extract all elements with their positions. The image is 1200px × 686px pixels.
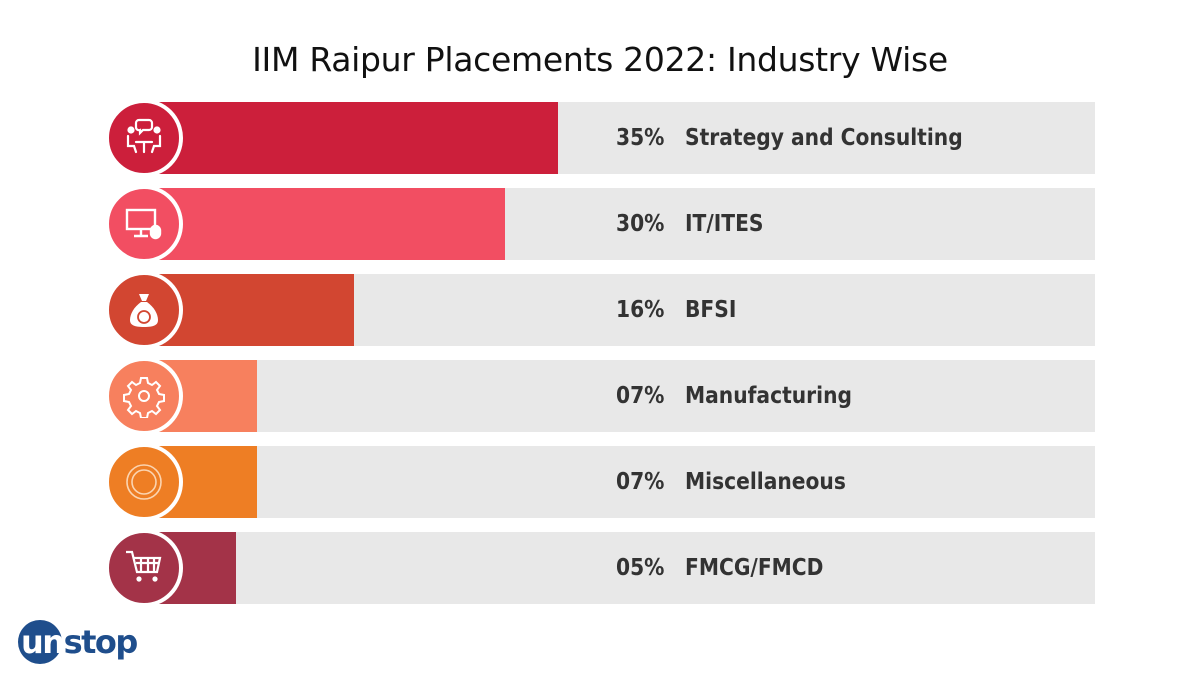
category-label: FMCG/FMCD: [685, 555, 824, 581]
bar: [155, 274, 354, 346]
category-label: IT/ITES: [685, 211, 764, 237]
circle-icon: [126, 464, 162, 500]
data-label: 07%: [616, 469, 665, 495]
chart-title: IIM Raipur Placements 2022: Industry Wis…: [252, 40, 948, 80]
icon-circle: [105, 185, 183, 263]
data-label: 07%: [616, 383, 665, 409]
icon-circle: [105, 443, 183, 521]
icon-circle: [105, 271, 183, 349]
bar: [155, 102, 559, 174]
bar-row: 30% IT/ITES: [105, 185, 1095, 263]
bar-track: [155, 360, 1095, 432]
icon-circle: [105, 529, 183, 607]
logo-text-un: un: [21, 623, 65, 661]
bar-row: 05% FMCG/FMCD: [105, 529, 1095, 607]
data-label: 16%: [616, 297, 665, 323]
data-label: 35%: [616, 125, 665, 151]
bar-row: 07% Miscellaneous: [105, 443, 1095, 521]
bar-row: 16% BFSI: [105, 271, 1095, 349]
data-label: 05%: [616, 555, 665, 581]
category-label: Miscellaneous: [685, 469, 846, 495]
gear-icon: [123, 377, 165, 418]
bar-track: [155, 532, 1095, 604]
bar: [155, 188, 505, 260]
shopping-cart-icon: [126, 550, 162, 582]
icon-circle: [105, 357, 183, 435]
bar-row: 35% Strategy and Consulting: [105, 99, 1095, 177]
money-bag-icon: [130, 294, 158, 327]
bar-row: 07% Manufacturing: [105, 357, 1095, 435]
unstop-logo: un stop: [18, 620, 139, 664]
logo-circle: [18, 620, 62, 664]
category-label: BFSI: [685, 297, 737, 323]
logo-text-stop: stop: [63, 623, 139, 661]
data-label: 30%: [616, 211, 665, 237]
icon-circle: [105, 99, 183, 177]
category-label: Strategy and Consulting: [685, 125, 963, 151]
meeting-icon: [126, 118, 162, 154]
computer-icon: [125, 208, 162, 240]
category-label: Manufacturing: [685, 383, 852, 409]
bar-track: [155, 446, 1095, 518]
